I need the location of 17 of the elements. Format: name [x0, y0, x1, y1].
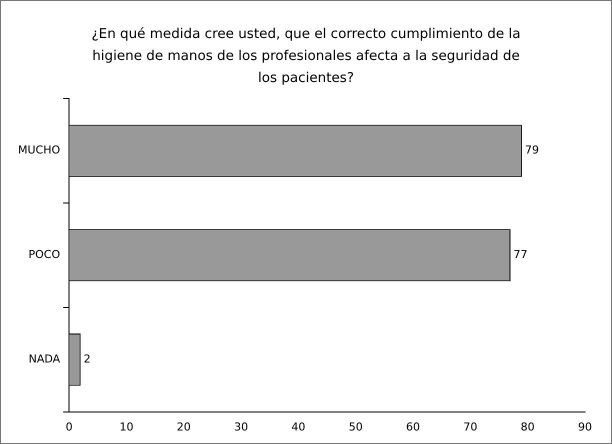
x-tick-label: 90 [578, 420, 592, 434]
x-tick-label: 40 [291, 420, 306, 434]
x-tick-label: 30 [234, 420, 248, 434]
x-tick-label: 0 [66, 420, 73, 434]
x-tick-label: 10 [119, 420, 134, 434]
x-tick-label: 70 [463, 420, 478, 434]
data-label: 2 [84, 352, 91, 366]
chart-title: ¿En qué medida cree usted, que el correcto cumplimiento de la higiene de manos de los profesionales afecta a la seguridad de los pacientes? [90, 25, 522, 88]
data-label: 79 [524, 144, 539, 157]
x-tick-label: 60 [406, 420, 420, 434]
y-tick-label: MUCHO [18, 144, 60, 157]
y-tick-label: POCO [28, 248, 60, 262]
x-tick-label: 50 [348, 420, 363, 434]
x-tick-label: 80 [520, 420, 535, 434]
x-tick-label: 20 [176, 420, 191, 434]
data-label: 77 [513, 248, 528, 262]
y-tick-label: NADA [28, 352, 61, 366]
